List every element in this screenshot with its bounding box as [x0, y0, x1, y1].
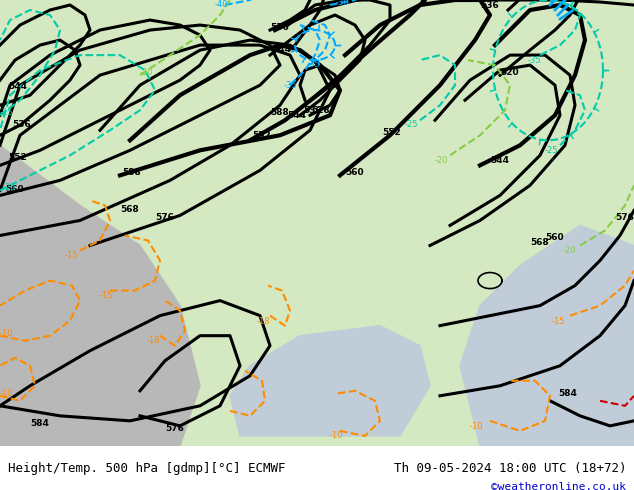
Text: -30: -30 — [336, 0, 349, 7]
Text: 520: 520 — [500, 68, 519, 77]
Text: -15: -15 — [65, 250, 79, 260]
Text: -25: -25 — [545, 147, 559, 155]
Text: 560: 560 — [545, 234, 564, 243]
Text: -25: -25 — [3, 183, 16, 193]
Text: -18: -18 — [257, 317, 271, 326]
Text: 584: 584 — [558, 389, 577, 398]
Text: -15: -15 — [100, 291, 113, 299]
Text: 576: 576 — [615, 214, 634, 222]
Text: 544: 544 — [8, 82, 27, 91]
Text: 536: 536 — [303, 106, 321, 115]
Text: 588: 588 — [122, 169, 141, 177]
Text: ©weatheronline.co.uk: ©weatheronline.co.uk — [491, 482, 626, 490]
Text: 544: 544 — [287, 111, 306, 120]
Text: 552: 552 — [252, 131, 271, 140]
Text: -10: -10 — [0, 329, 13, 338]
Text: 528: 528 — [311, 106, 330, 115]
Text: 576: 576 — [155, 214, 174, 222]
Polygon shape — [460, 225, 634, 446]
Text: 536: 536 — [12, 120, 31, 129]
Text: -16: -16 — [147, 336, 160, 344]
Text: -35: -35 — [307, 60, 321, 69]
Text: -40: -40 — [215, 0, 228, 9]
Text: -35: -35 — [528, 56, 541, 65]
Text: 588: 588 — [270, 108, 288, 117]
Text: 544: 544 — [272, 45, 291, 54]
Text: -10: -10 — [470, 422, 484, 431]
Text: 576: 576 — [165, 424, 184, 433]
Text: 536: 536 — [270, 23, 288, 32]
Text: 536: 536 — [480, 1, 499, 10]
Text: 560: 560 — [345, 169, 364, 177]
Text: 560: 560 — [5, 185, 23, 195]
Polygon shape — [230, 326, 430, 436]
Text: -25: -25 — [0, 108, 13, 117]
Text: 568: 568 — [530, 239, 549, 247]
Text: -20: -20 — [563, 245, 576, 254]
Text: -25: -25 — [405, 120, 418, 129]
Text: -35: -35 — [284, 81, 297, 90]
Text: 544: 544 — [490, 156, 509, 165]
Text: 552: 552 — [8, 153, 27, 162]
Text: 568: 568 — [120, 205, 139, 215]
Text: -10: -10 — [0, 389, 13, 398]
Text: Height/Temp. 500 hPa [gdmp][°C] ECMWF: Height/Temp. 500 hPa [gdmp][°C] ECMWF — [8, 462, 285, 475]
Polygon shape — [0, 146, 200, 446]
Text: 552: 552 — [382, 128, 401, 137]
Text: -15: -15 — [552, 317, 566, 326]
Text: 584: 584 — [30, 419, 49, 428]
Text: -20: -20 — [435, 156, 448, 165]
Text: -20: -20 — [140, 68, 153, 77]
Text: -10: -10 — [330, 431, 344, 440]
Text: Th 09-05-2024 18:00 UTC (18+72): Th 09-05-2024 18:00 UTC (18+72) — [394, 462, 626, 475]
